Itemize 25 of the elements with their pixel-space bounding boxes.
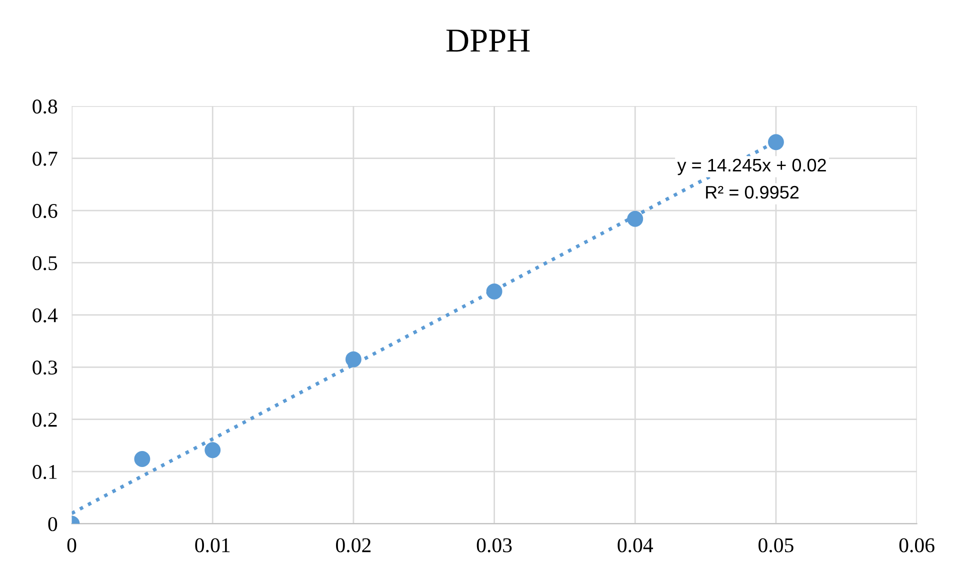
point (134, 451, 150, 467)
point (486, 283, 502, 300)
point (768, 134, 784, 150)
y-tick-label: 0.2 (32, 412, 57, 427)
x-tick-label: 0.05 (758, 538, 794, 552)
y-tick-label: 0.6 (32, 204, 58, 218)
x-tick-label: 0.02 (336, 538, 371, 552)
x-tick-label: 0.03 (476, 538, 512, 552)
y-tick-label: 0.3 (32, 360, 58, 375)
x-tick-label: 0.01 (195, 538, 230, 552)
y-tick-label: 0.5 (32, 256, 58, 270)
x-tick-label: 0.04 (618, 538, 654, 552)
y-tick-label: 0.7 (32, 152, 58, 166)
y-tick-label: 0.4 (32, 308, 58, 322)
point (204, 442, 221, 458)
annotation: R² = 0.9952 (706, 186, 799, 199)
point (627, 210, 644, 227)
x-tick-label: 0.06 (899, 538, 934, 552)
annotation: y = 14.245x + 0.02 (677, 158, 826, 176)
y-tick-label: 0 (48, 517, 58, 532)
point (345, 351, 362, 368)
y-tick-label: 0.8 (32, 100, 58, 114)
x-tick-label: 0 (67, 538, 76, 552)
chart-title: DPPH (446, 30, 530, 52)
y-tick-label: 0.1 (32, 464, 57, 480)
